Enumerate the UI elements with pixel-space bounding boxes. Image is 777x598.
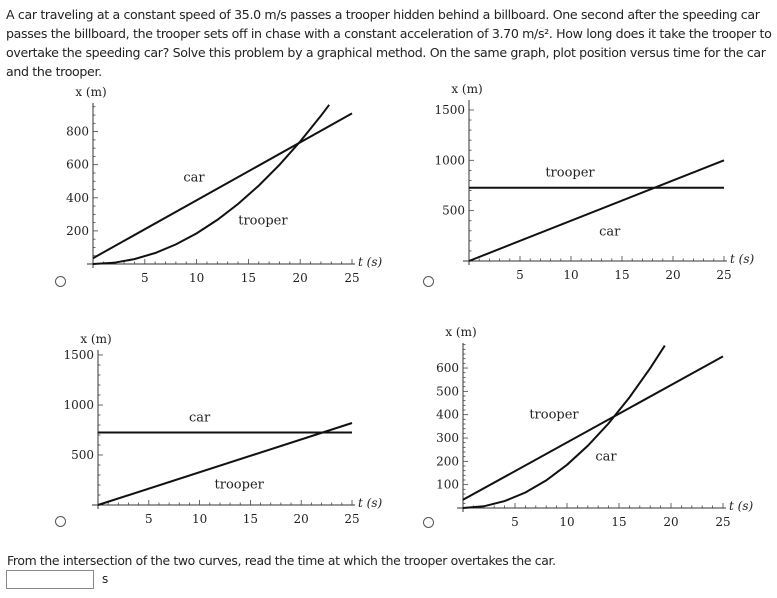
y-tick-label: 1000 [434, 153, 465, 167]
x-tick-label: 15 [614, 268, 629, 282]
y-tick-label: 1500 [434, 103, 465, 117]
x-tick-label: 25 [716, 268, 731, 282]
graph-option-c: 5 10 15 20 25 500 1000 1500 x (m) t (s) car trooper [63, 332, 382, 526]
time-unit-label: s [102, 572, 109, 586]
y-tick-label: 500 [436, 384, 459, 398]
option-c-radio[interactable] [55, 516, 66, 527]
y-tick-label: 200 [66, 224, 89, 238]
x-tick-label: 25 [344, 271, 359, 285]
question-text: A car traveling at a constant speed of 3… [6, 7, 772, 79]
graph-option-b: 5 10 15 20 25 500 1000 1500 x (m) t (s) trooper car [434, 82, 754, 282]
curve-label-car: car [183, 170, 205, 185]
x-tick-label: 5 [516, 268, 524, 282]
y-tick-label: 800 [66, 125, 89, 139]
y-axis-label: x (m) [80, 332, 111, 346]
y-tick-label: 1500 [63, 348, 94, 362]
y-tick-label: 100 [436, 478, 459, 492]
x-axis-label: t (s) [730, 252, 754, 266]
graph-option-d: 5 10 15 20 25 100 200 300 400 500 600 x (m) t (s) tro… [436, 325, 753, 529]
y-tick-label: 600 [66, 158, 89, 172]
curve-label-trooper: trooper [215, 478, 265, 493]
x-tick-label: 20 [665, 268, 680, 282]
series-trooper [97, 422, 353, 506]
curve-label-car: car [189, 411, 211, 426]
intersection-prompt: From the intersection of the two curves,… [7, 553, 556, 568]
option-b-radio[interactable] [423, 276, 434, 287]
y-tick-label: 200 [436, 454, 459, 468]
y-axis-label: x (m) [75, 85, 106, 99]
option-d-radio[interactable] [423, 517, 434, 528]
y-tick-label: 1000 [63, 398, 94, 412]
x-tick-label: 25 [344, 512, 359, 526]
series-trooper [92, 104, 330, 265]
y-axis-label: x (m) [451, 82, 482, 96]
x-tick-label: 10 [559, 515, 574, 529]
x-tick-label: 10 [563, 268, 578, 282]
x-tick-label: 10 [189, 271, 204, 285]
x-tick-label: 5 [511, 515, 519, 529]
x-tick-label: 20 [663, 515, 678, 529]
time-answer-input[interactable] [6, 570, 94, 589]
series-car [462, 345, 666, 509]
series-car [92, 112, 353, 260]
x-tick-label: 15 [241, 271, 256, 285]
y-tick-label: 500 [442, 204, 465, 218]
option-a-radio[interactable] [55, 276, 66, 287]
series-trooper [462, 355, 724, 501]
x-tick-label: 20 [293, 271, 308, 285]
x-tick-label: 5 [145, 512, 153, 526]
curve-label-trooper: trooper [545, 165, 595, 180]
x-tick-label: 15 [611, 515, 626, 529]
y-axis-label: x (m) [445, 325, 476, 339]
x-axis-label: t (s) [729, 499, 753, 513]
curve-label-car: car [595, 449, 617, 464]
x-tick-label: 5 [141, 271, 149, 285]
x-tick-label: 10 [192, 512, 207, 526]
y-tick-label: 500 [71, 448, 94, 462]
y-tick-label: 300 [436, 431, 459, 445]
x-axis-label: t (s) [358, 255, 382, 269]
y-tick-label: 400 [66, 191, 89, 205]
y-tick-label: 400 [436, 408, 459, 422]
x-axis-label: t (s) [358, 496, 382, 510]
y-tick-label: 600 [436, 361, 459, 375]
curve-label-car: car [599, 224, 621, 239]
graph-option-a: 5 10 15 20 25 200 400 600 800 x (m) t (s) car troope… [66, 85, 382, 285]
series-car [468, 159, 725, 262]
curve-label-trooper: trooper [238, 213, 288, 228]
curve-label-trooper: trooper [529, 407, 579, 422]
x-tick-label: 20 [294, 512, 309, 526]
x-tick-label: 25 [715, 515, 730, 529]
x-tick-label: 15 [243, 512, 258, 526]
